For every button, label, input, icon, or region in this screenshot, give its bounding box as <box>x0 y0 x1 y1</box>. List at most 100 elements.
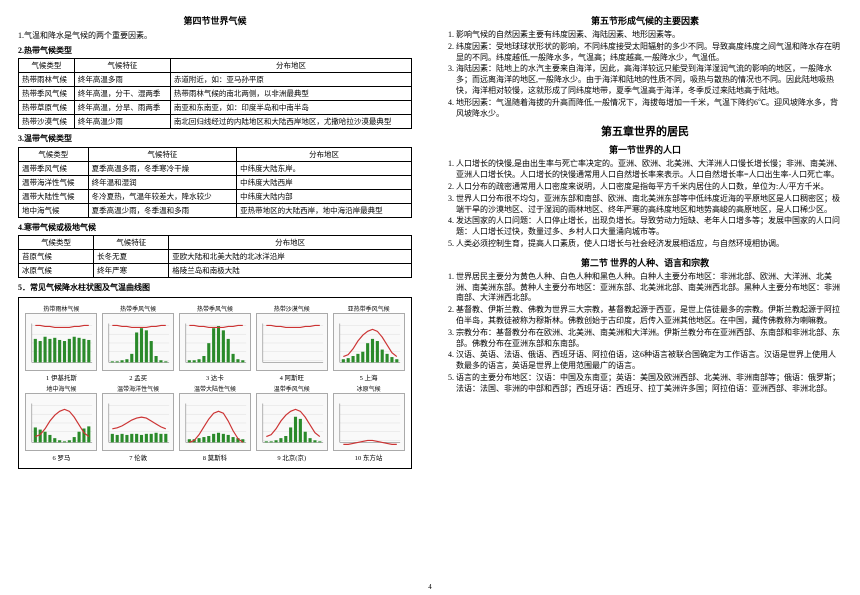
chart-label: 6 罗马 <box>25 452 97 462</box>
chart-row-1: 热带雨林气候1 伊基托斯热带季风气候2 孟买热带季风气候3 达卡热带沙漠气候4 … <box>23 304 407 382</box>
table-cell: 终年高温，分旱、雨两季 <box>74 101 170 115</box>
list-item: 5. 语言的主要分布地区：汉语：中国及东南亚；英语：美国及欧洲西部、北美洲、非洲… <box>448 373 842 395</box>
list-item: 2. 基督教、伊斯兰教、佛教为世界三大宗教，基督教起源于西亚，是世上信徒最多的宗… <box>448 305 842 327</box>
chart-label: 2 孟买 <box>102 372 174 382</box>
table-polar: 气候类型气候特征分布地区苔原气候长冬无夏亚欧大陆和北美大陆的北冰洋沿岸冰原气候终… <box>18 235 412 278</box>
table-row: 热带沙漠气候终年高温少雨南北回归线经过的内陆地区和大陆西岸地区，尤撒哈拉沙漠最典… <box>19 115 412 129</box>
population-list: 1. 人口增长的快慢,是由出生率与死亡率决定的。亚洲、欧洲、北美洲、大洋洲人口慢… <box>448 159 842 249</box>
table-row: 热带草原气候终年高温，分旱、雨两季南亚和东南亚，如：印度半岛和中南半岛 <box>19 101 412 115</box>
table-row: 冰原气候终年严寒格陵兰岛和南极大陆 <box>19 263 412 277</box>
table-cell: 终年严寒 <box>94 263 169 277</box>
climate-charts-panel: 热带雨林气候1 伊基托斯热带季风气候2 孟买热带季风气候3 达卡热带沙漠气候4 … <box>18 297 412 469</box>
table-row: 温带海洋性气候终年温和湿润中纬度大陆西岸 <box>19 175 412 189</box>
table-cell: 亚热带地区的大陆西岸，地中海沿岸最典型 <box>237 203 412 217</box>
table-row: 地中海气候夏季高温少雨，冬季温和多雨亚热带地区的大陆西岸，地中海沿岸最典型 <box>19 203 412 217</box>
factors-list: 1. 影响气候的自然因素主要有纬度因素、海陆因素、地形因素等。2. 纬度因素：受… <box>448 30 842 119</box>
table-cell: 冬冷夏热，气温年较差大，降水较少 <box>88 189 237 203</box>
table-header: 分布地区 <box>237 147 412 161</box>
table-header: 分布地区 <box>169 235 412 249</box>
list-item: 1. 世界居民主要分为黄色人种、白色人种和黑色人种。白种人主要分布地区：非洲北部… <box>448 272 842 304</box>
left-page: 第四节世界气候 1.气温和降水是气候的两个重要因素。 2.热带气候类型 气候类型… <box>0 0 430 595</box>
page-number: 4 <box>428 583 432 591</box>
list-item: 4. 发达国家的人口问题：人口停止增长，出现负增长。导致劳动力短缺、老年人口增多… <box>448 216 842 238</box>
table-cell: 中纬度大陆内部 <box>237 189 412 203</box>
list-item: 3. 世界人口分布很不均匀，亚洲东部和南部、欧洲、南北美洲东部等中低纬度近海的平… <box>448 194 842 216</box>
climate-chart: 地中海气候6 罗马 <box>25 384 97 462</box>
climate-chart: 温带季风气候9 北京(京) <box>256 384 328 462</box>
climate-chart: 热带雨林气候1 伊基托斯 <box>25 304 97 382</box>
sub-charts: 5．常见气候降水柱状图及气温曲线图 <box>18 282 412 293</box>
table-tropical: 气候类型气候特征分布地区热带雨林气候终年高温多雨赤道附近，如：亚马孙平原热带季风… <box>18 58 412 129</box>
section-5-2-title: 第二节 世界的人种、语言和宗教 <box>448 256 842 269</box>
table-row: 热带雨林气候终年高温多雨赤道附近，如：亚马孙平原 <box>19 73 412 87</box>
chart-label: 4 阿斯旺 <box>256 372 328 382</box>
table-header: 气候类型 <box>19 147 89 161</box>
list-item: 1. 人口增长的快慢,是由出生率与死亡率决定的。亚洲、欧洲、北美洲、大洋洲人口慢… <box>448 159 842 181</box>
sub-tropical: 2.热带气候类型 <box>18 45 412 56</box>
climate-chart: 热带沙漠气候4 阿斯旺 <box>256 304 328 382</box>
climate-chart: 热带季风气候2 孟买 <box>102 304 174 382</box>
table-cell: 格陵兰岛和南极大陆 <box>169 263 412 277</box>
climate-chart: 热带季风气候3 达卡 <box>179 304 251 382</box>
table-row: 温带季风气候夏季高温多雨，冬季寒冷干燥中纬度大陆东岸。 <box>19 161 412 175</box>
climate-chart: 温带大陆性气候8 莫斯科 <box>179 384 251 462</box>
section-5-1-title: 第一节世界的人口 <box>448 143 842 156</box>
table-row: 苔原气候长冬无夏亚欧大陆和北美大陆的北冰洋沿岸 <box>19 249 412 263</box>
table-cell: 热带沙漠气候 <box>19 115 75 129</box>
table-cell: 热带草原气候 <box>19 101 75 115</box>
table-header: 气候类型 <box>19 235 94 249</box>
table-cell: 终年温和湿润 <box>88 175 237 189</box>
list-item: 3. 海陆因素：陆地上的水汽主要来自海洋，因此，高海洋较远只能受到海洋湿润气流的… <box>448 64 842 96</box>
table-cell: 长冬无夏 <box>94 249 169 263</box>
chart-label: 7 伦敦 <box>102 452 174 462</box>
table-cell: 热带季风气候 <box>19 87 75 101</box>
race-lang-list: 1. 世界居民主要分为黄色人种、白色人种和黑色人种。白种人主要分布地区：非洲北部… <box>448 272 842 395</box>
list-item: 3. 宗教分布：基督教分布在欧洲、北美洲、南美洲和大洋洲。伊斯兰教分布在亚洲西部… <box>448 328 842 350</box>
climate-chart: 亚热带季风气候5 上海 <box>333 304 405 382</box>
sub-polar: 4.寒带气候或极地气候 <box>18 222 412 233</box>
table-cell: 南北回归线经过的内陆地区和大陆西岸地区，尤撒哈拉沙漠最典型 <box>170 115 411 129</box>
list-item: 2. 纬度因素：受地球球状形状的影响，不同纬度接受太阳辐射的多少不同。导致高度纬… <box>448 42 842 64</box>
table-cell: 温带海洋性气候 <box>19 175 89 189</box>
table-cell: 亚欧大陆和北美大陆的北冰洋沿岸 <box>169 249 412 263</box>
table-cell: 夏季高温多雨，冬季寒冷干燥 <box>88 161 237 175</box>
list-item: 2. 人口分布的疏密通常用人口密度来说明，人口密度是指每平方千米内居住的人口数，… <box>448 182 842 193</box>
table-header: 气候特征 <box>88 147 237 161</box>
table-cell: 终年高温少雨 <box>74 115 170 129</box>
table-row: 热带季风气候终年高温，分干、湿两季热带雨林气候的南北两侧，以非洲最典型 <box>19 87 412 101</box>
table-cell: 中纬度大陆东岸。 <box>237 161 412 175</box>
table-cell: 热带雨林气候 <box>19 73 75 87</box>
list-item: 4. 地形因素：气温随着海拔的升高而降低,一般情况下，海拔每增加一千米，气温下降… <box>448 98 842 120</box>
section-5-title: 第五节形成气候的主要因素 <box>448 14 842 27</box>
table-cell: 地中海气候 <box>19 203 89 217</box>
section-4-title: 第四节世界气候 <box>18 14 412 27</box>
right-page: 第五节形成气候的主要因素 1. 影响气候的自然因素主要有纬度因素、海陆因素、地形… <box>430 0 860 595</box>
chart-row-2: 地中海气候6 罗马温带海洋性气候7 伦敦温带大陆性气候8 莫斯科温带季风气候9 … <box>23 384 407 462</box>
table-header: 气候类型 <box>19 59 75 73</box>
table-cell: 冰原气候 <box>19 263 94 277</box>
table-cell: 中纬度大陆西岸 <box>237 175 412 189</box>
climate-chart: 温带海洋性气候7 伦敦 <box>102 384 174 462</box>
chart-label: 5 上海 <box>333 372 405 382</box>
table-row: 温带大陆性气候冬冷夏热，气温年较差大，降水较少中纬度大陆内部 <box>19 189 412 203</box>
table-header: 气候特征 <box>74 59 170 73</box>
chart-label: 9 北京(京) <box>256 452 328 462</box>
table-cell: 终年高温，分干、湿两季 <box>74 87 170 101</box>
table-cell: 终年高温多雨 <box>74 73 170 87</box>
list-item: 4. 汉语、英语、法语、俄语、西班牙语、阿拉伯语，这6种语言被联合国确定为工作语… <box>448 350 842 372</box>
intro-text: 1.气温和降水是气候的两个重要因素。 <box>18 30 412 41</box>
table-cell: 温带季风气候 <box>19 161 89 175</box>
table-cell: 夏季高温少雨，冬季温和多雨 <box>88 203 237 217</box>
chart-label: 10 东方站 <box>333 452 405 462</box>
chart-label: 3 达卡 <box>179 372 251 382</box>
table-cell: 南亚和东南亚，如：印度半岛和中南半岛 <box>170 101 411 115</box>
table-cell: 温带大陆性气候 <box>19 189 89 203</box>
chapter-5-title: 第五章世界的居民 <box>448 123 842 139</box>
list-item: 1. 影响气候的自然因素主要有纬度因素、海陆因素、地形因素等。 <box>448 30 842 41</box>
chart-label: 8 莫斯科 <box>179 452 251 462</box>
climate-chart: 冰原气候10 东方站 <box>333 384 405 462</box>
table-cell: 赤道附近，如：亚马孙平原 <box>170 73 411 87</box>
sub-temperate: 3.温带气候类型 <box>18 133 412 144</box>
chart-label: 1 伊基托斯 <box>25 372 97 382</box>
table-cell: 热带雨林气候的南北两侧，以非洲最典型 <box>170 87 411 101</box>
